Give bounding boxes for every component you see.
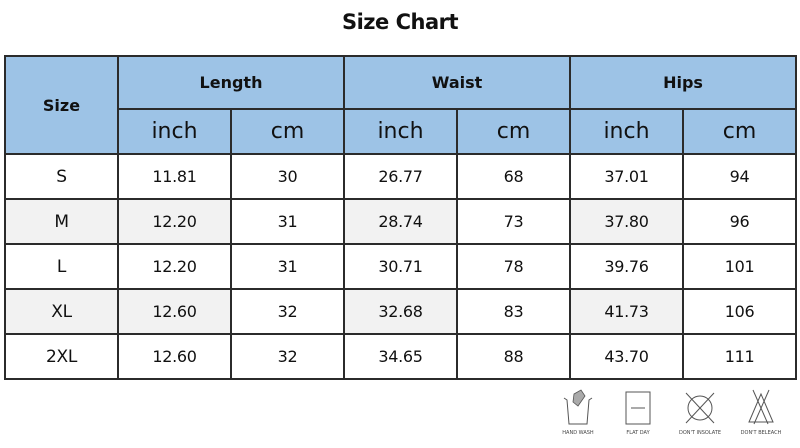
table-row: M 12.20 31 28.74 73 37.80 96	[4, 198, 798, 245]
header-row-groups: Size Length Waist Hips	[4, 55, 798, 155]
size-table: Size Length Waist Hips inch cm inch cm i…	[4, 55, 798, 380]
cm-cell: 73	[456, 198, 571, 245]
cm-cell: 101	[681, 243, 798, 290]
inch-cell: 37.01	[569, 153, 684, 200]
unit-header: inch	[569, 108, 684, 155]
inch-cell: 32.68	[343, 288, 458, 335]
unit-header: cm	[230, 108, 345, 155]
table-row: S 11.81 30 26.77 68 37.01 94	[4, 153, 798, 200]
care-label: DON'T BELEACH	[740, 430, 782, 436]
unit-header: inch	[117, 108, 232, 155]
header-size: Size	[4, 55, 119, 155]
unit-header: inch	[343, 108, 458, 155]
unit-header: cm	[681, 108, 798, 155]
inch-cell: 12.60	[117, 288, 232, 335]
cm-cell: 111	[681, 333, 798, 380]
header-row-units: inch cm inch cm inch cm	[5, 108, 798, 155]
header-waist: Waist	[343, 55, 571, 110]
care-label: FLAT DAY	[626, 430, 650, 436]
cm-cell: 83	[456, 288, 571, 335]
size-cell: XL	[4, 288, 119, 335]
chart-title: Size Chart	[341, 10, 459, 34]
cm-cell: 78	[456, 243, 571, 290]
hand-wash-icon	[563, 389, 593, 425]
size-cell: 2XL	[4, 333, 119, 380]
inch-cell: 12.20	[117, 243, 232, 290]
cm-cell: 88	[456, 333, 571, 380]
cm-cell: 94	[681, 153, 798, 200]
flat-dry-icon	[625, 391, 651, 425]
inch-cell: 41.73	[569, 288, 684, 335]
cm-cell: 31	[230, 243, 345, 290]
inch-cell: 11.81	[117, 153, 232, 200]
care-dont-bleach: DON'T BELEACH	[731, 388, 791, 436]
inch-cell: 43.70	[569, 333, 684, 380]
table-row: 2XL 12.60 32 34.65 88 43.70 111	[4, 333, 798, 380]
size-cell: S	[4, 153, 119, 200]
inch-cell: 26.77	[343, 153, 458, 200]
cm-cell: 32	[230, 333, 345, 380]
inch-cell: 30.71	[343, 243, 458, 290]
unit-header: cm	[456, 108, 571, 155]
inch-cell: 37.80	[569, 198, 684, 245]
cm-cell: 106	[681, 288, 798, 335]
size-cell: M	[4, 198, 119, 245]
cm-cell: 68	[456, 153, 571, 200]
inch-cell: 34.65	[343, 333, 458, 380]
inch-cell: 39.76	[569, 243, 684, 290]
inch-cell: 12.60	[117, 333, 232, 380]
cm-cell: 30	[230, 153, 345, 200]
header-length: Length	[117, 55, 345, 110]
care-dont-insolate: DON'T INSOLATE	[670, 388, 730, 436]
header-hips: Hips	[568, 55, 798, 110]
size-cell: L	[4, 243, 119, 290]
care-hand-wash: HAND WASH	[548, 388, 608, 436]
care-flat-dry: FLAT DAY	[608, 388, 668, 436]
dont-insolate-icon	[685, 392, 715, 424]
care-label: HAND WASH	[562, 430, 594, 436]
inch-cell: 28.74	[343, 198, 458, 245]
table-row: XL 12.60 32 32.68 83 41.73 106	[4, 288, 798, 335]
inch-cell: 12.20	[117, 198, 232, 245]
table-row: L 12.20 31 30.71 78 39.76 101	[4, 243, 798, 290]
cm-cell: 96	[681, 198, 798, 245]
cm-cell: 31	[230, 198, 345, 245]
care-label: DON'T INSOLATE	[678, 430, 721, 436]
dont-bleach-icon	[748, 389, 774, 425]
cm-cell: 32	[230, 288, 345, 335]
